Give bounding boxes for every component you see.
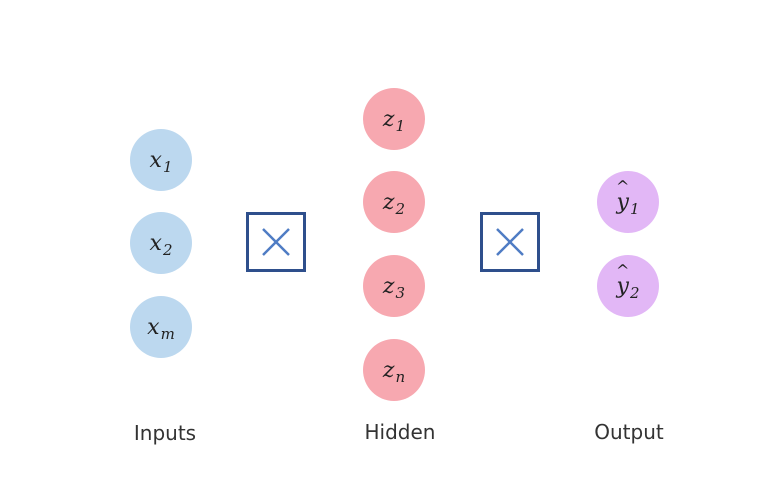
hidden-label: Hidden xyxy=(364,420,436,444)
output-node-y2: ^ y 2 xyxy=(597,255,659,317)
node-variable: z xyxy=(382,273,395,299)
node-subscript: 2 xyxy=(629,284,640,302)
node-subscript: n xyxy=(395,368,406,386)
node-variable: y xyxy=(616,189,629,215)
node-variable-with-hat: ^ y xyxy=(616,177,629,215)
node-variable: z xyxy=(382,357,395,383)
node-subscript: 1 xyxy=(395,117,406,135)
node-variable: z xyxy=(382,106,395,132)
node-variable: x xyxy=(149,147,162,173)
inputs-label: Inputs xyxy=(133,421,197,445)
node-subscript: 2 xyxy=(162,241,173,259)
output-label: Output xyxy=(594,420,664,444)
multiply-icon xyxy=(496,228,524,256)
hat-accent: ^ xyxy=(616,260,630,280)
node-subscript: 1 xyxy=(629,200,640,218)
node-subscript: 1 xyxy=(162,158,173,176)
node-variable: z xyxy=(382,189,395,215)
node-subscript: m xyxy=(160,325,175,343)
weight-multiply-box-1 xyxy=(246,212,306,272)
output-node-y1: ^ y 1 xyxy=(597,171,659,233)
node-subscript: 3 xyxy=(395,284,406,302)
node-variable-with-hat: ^ y xyxy=(616,261,629,299)
node-subscript: 2 xyxy=(395,200,406,218)
node-variable: y xyxy=(616,273,629,299)
weight-multiply-box-2 xyxy=(480,212,540,272)
node-variable: x xyxy=(149,230,162,256)
hat-accent: ^ xyxy=(616,176,630,196)
node-variable: x xyxy=(147,314,160,340)
multiply-icon xyxy=(262,228,290,256)
